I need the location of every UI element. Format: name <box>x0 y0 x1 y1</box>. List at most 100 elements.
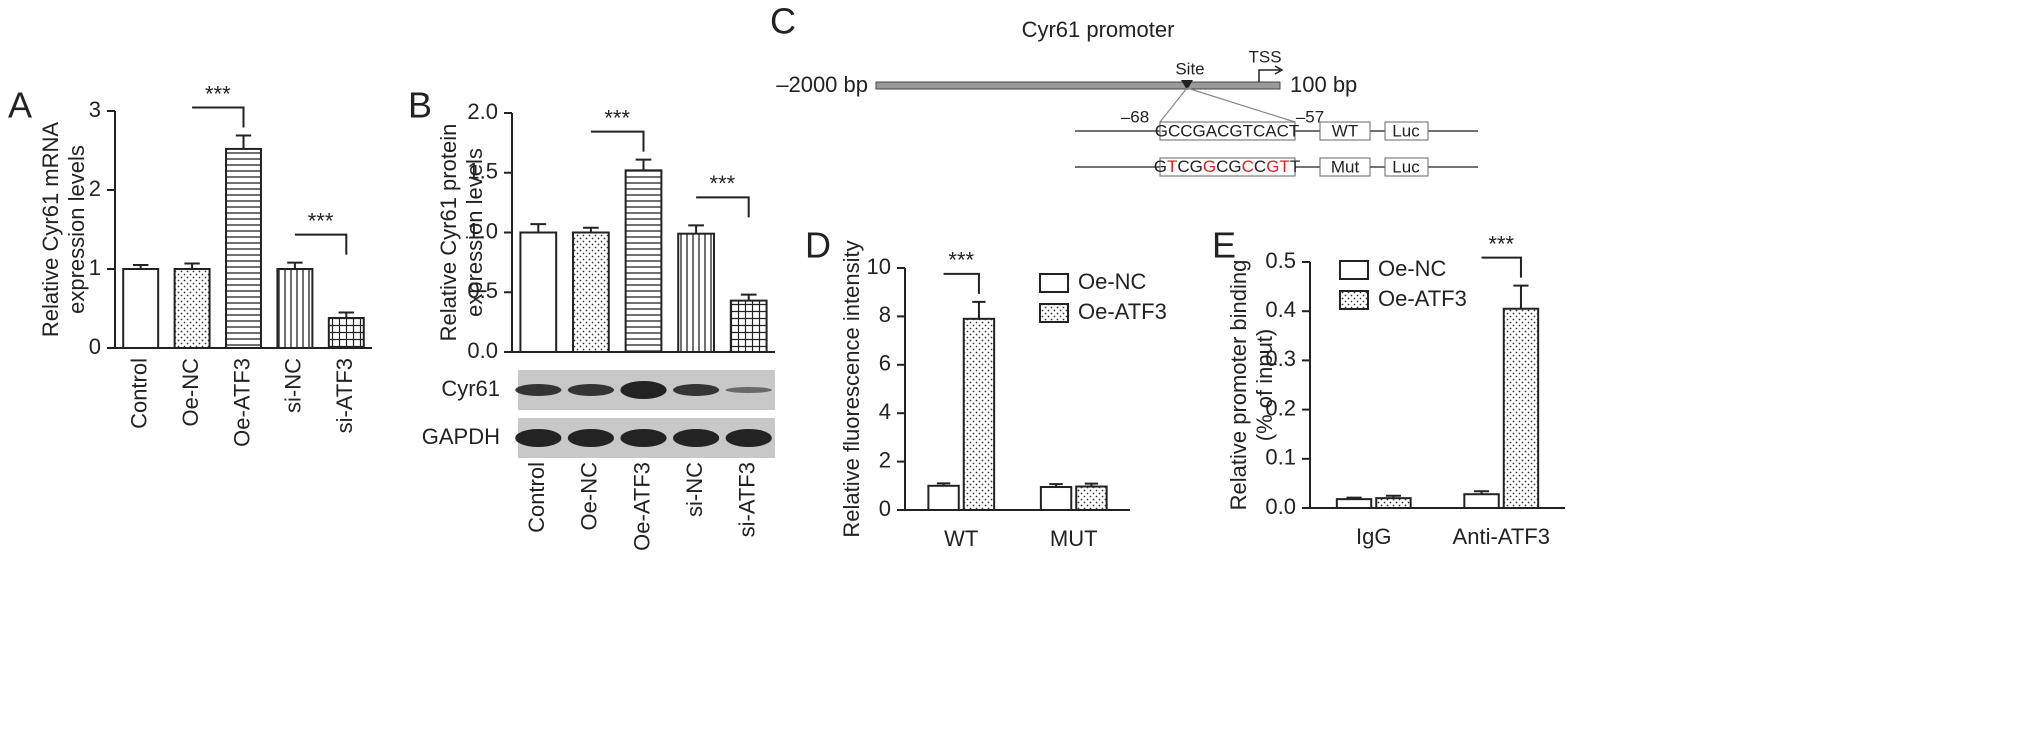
y-tick-label: 0.0 <box>1265 494 1296 519</box>
label-box <box>1319 121 1371 141</box>
left-label: –2000 bp <box>776 72 868 97</box>
error-bar <box>287 261 303 269</box>
significance-label: *** <box>205 81 231 106</box>
legend-swatch <box>1039 273 1069 293</box>
luc-label: Luc <box>1392 157 1420 176</box>
luc-box <box>1384 157 1429 177</box>
base: C <box>1254 157 1266 176</box>
error-bar <box>936 482 951 486</box>
blot-band <box>725 429 772 447</box>
base: G <box>1154 157 1167 176</box>
error-bar <box>1049 483 1063 488</box>
significance-bracket <box>1481 256 1522 278</box>
y-tick-label: 2 <box>879 447 891 472</box>
base: T <box>1290 157 1300 176</box>
chart-panel: D Relative fluorescence intensity 0 2 4 6 8 10 W… <box>805 225 1167 551</box>
mutated-base: G <box>1203 157 1216 176</box>
bar <box>173 268 211 349</box>
bar <box>327 316 365 350</box>
y-tick-label: 4 <box>879 399 891 424</box>
error-bar <box>1084 482 1099 487</box>
bar <box>1075 485 1108 511</box>
x-tick-label: MUT <box>1050 526 1098 551</box>
site-label: Site <box>1175 59 1204 78</box>
x-tick-label: si-ATF3 <box>332 358 357 433</box>
bar <box>572 231 610 353</box>
error-bar <box>635 158 652 171</box>
error-bar <box>1385 494 1402 499</box>
bar <box>927 484 960 511</box>
panel-letter: C <box>770 1 796 42</box>
legend-label: Oe-ATF3 <box>1378 286 1467 311</box>
bar <box>276 268 314 349</box>
error-bar <box>184 262 200 269</box>
mutated-base: C <box>1242 157 1254 176</box>
x-tick-label: Anti-ATF3 <box>1453 524 1550 549</box>
y-axis-label: Relative fluorescence intensity <box>839 240 864 537</box>
significance-bracket <box>943 272 980 294</box>
y-axis-label: Relative promoter binding <box>1226 260 1251 511</box>
bar <box>624 169 663 353</box>
y-tick-label: 2 <box>89 176 101 201</box>
y-tick-label: 0.2 <box>1265 395 1296 420</box>
x-tick-label: Control <box>524 462 549 533</box>
blot-band <box>515 384 562 396</box>
wt-label: WT <box>1332 121 1358 140</box>
mut-label: Mut <box>1331 157 1360 176</box>
y-tick-label: 1 <box>89 255 101 280</box>
y-tick-label: 0 <box>879 496 891 521</box>
y-tick-label: 0.5 <box>467 278 498 303</box>
significance-label: *** <box>948 248 974 273</box>
x-tick-label: Oe-ATF3 <box>629 462 654 551</box>
x-tick-label: si-NC <box>682 462 707 517</box>
error-bar <box>688 224 704 234</box>
base: CG <box>1216 157 1242 176</box>
significance-bracket <box>696 196 750 218</box>
bar <box>1502 307 1540 509</box>
bar <box>1375 497 1412 510</box>
legend-swatch <box>1039 303 1069 323</box>
wt-sequence: GCCGACGTCACT <box>1155 121 1300 140</box>
tss-label: TSS <box>1248 47 1281 66</box>
significance-label: *** <box>604 105 630 130</box>
y-tick-label: 1.0 <box>467 218 498 243</box>
bar <box>962 317 996 511</box>
mut-sequence: GTCGGCGCCGTT <box>1154 157 1300 176</box>
end-label: –57 <box>1296 107 1324 126</box>
mutated-base: T <box>1167 157 1177 176</box>
y-tick-label: 1.5 <box>467 159 498 184</box>
promoter-diagram: C Cyr61 promoter –2000 bp 100 bp Site TS… <box>770 1 1478 177</box>
bar <box>1335 498 1373 510</box>
x-tick-label: Oe-NC <box>178 358 203 427</box>
y-tick-label: 0 <box>89 334 101 359</box>
bar <box>677 232 715 354</box>
error-bar <box>1513 284 1529 309</box>
error-bar <box>1346 496 1362 500</box>
x-tick-label: si-NC <box>281 358 306 413</box>
right-label: 100 bp <box>1290 72 1357 97</box>
bar <box>225 147 262 349</box>
bar <box>122 268 160 349</box>
bar <box>1039 486 1073 512</box>
error-bar <box>740 293 757 301</box>
error-bar <box>133 264 149 269</box>
zoom-lines <box>1159 87 1296 123</box>
panel-letter: E <box>1212 225 1236 266</box>
legend-label: Oe-NC <box>1378 256 1447 281</box>
blot-label: GAPDH <box>422 424 500 449</box>
y-tick-label: 0.5 <box>1265 248 1296 273</box>
legend-swatch <box>1339 290 1369 310</box>
y-tick-label: 0.1 <box>1265 445 1296 470</box>
error-bar <box>530 223 547 233</box>
y-axis-label: Relative Cyr61 mRNA <box>38 122 63 337</box>
y-axis-label: expression levels <box>462 148 487 317</box>
y-tick-label: 0.3 <box>1265 346 1296 371</box>
error-bar <box>972 300 986 319</box>
y-tick-label: 8 <box>879 302 891 327</box>
mutated-base: GT <box>1266 157 1290 176</box>
significance-bracket <box>294 233 348 255</box>
x-tick-label: Control <box>127 358 152 429</box>
